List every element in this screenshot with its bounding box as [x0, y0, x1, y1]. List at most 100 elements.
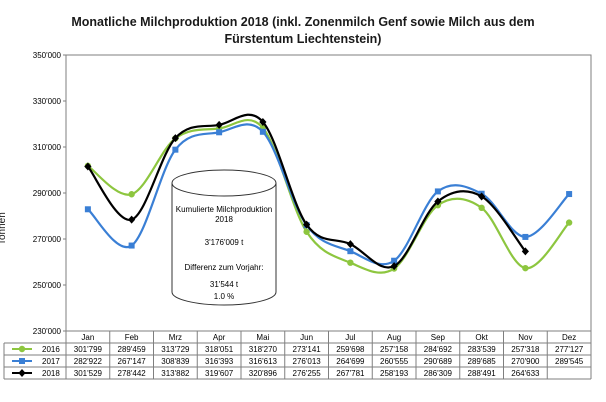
table-cell: 289'545: [555, 357, 584, 366]
data-point-2016: [128, 191, 135, 198]
table-cell: 319'607: [205, 369, 234, 378]
data-point-2017: [347, 248, 354, 255]
annotation-diff-label: Differenz zum Vorjahr:: [185, 263, 264, 272]
x-tick-label: Sep: [431, 333, 446, 342]
y-tick-label: 270'000: [33, 235, 62, 244]
x-tick-label: Okt: [475, 333, 488, 342]
data-point-2018: [390, 262, 398, 271]
series-line-2018: [86, 113, 527, 269]
table-cell: 318'270: [249, 345, 278, 354]
table-cell: 273'141: [293, 345, 322, 354]
data-point-2017: [84, 206, 91, 213]
annotation-total: 3'176'009 t: [205, 238, 244, 247]
table-cell: 257'318: [511, 345, 540, 354]
data-point-2018: [346, 240, 354, 249]
table-cell: 301'799: [74, 345, 103, 354]
data-point-2018: [303, 220, 311, 229]
data-point-2016: [347, 259, 354, 266]
y-tick-label: 250'000: [33, 281, 62, 290]
data-point-2018: [128, 215, 136, 224]
table-cell: 316'613: [249, 357, 278, 366]
table-cell: 259'698: [336, 345, 365, 354]
y-tick-label: 230'000: [33, 327, 62, 336]
x-tick-label: Dez: [562, 333, 576, 342]
annotation-diff-value: 31'544 t: [210, 280, 239, 289]
data-point-2017: [391, 257, 398, 264]
data-point-2016: [565, 219, 573, 226]
data-point-2017: [566, 191, 573, 198]
legend-marker-2017: [19, 358, 25, 364]
data-point-2018: [434, 197, 442, 206]
data-point-2016: [522, 264, 529, 272]
chart-title: Monatliche Milchproduktion 2018 (inkl. Z…: [0, 14, 606, 48]
table-cell: 290'689: [424, 357, 453, 366]
legend-label: 2018: [42, 369, 60, 378]
y-tick-label: 290'000: [33, 189, 62, 198]
table-cell: 284'692: [424, 345, 453, 354]
data-point-2017: [216, 129, 223, 136]
data-point-2017: [128, 242, 135, 249]
table-cell: 289'685: [468, 357, 497, 366]
table-cell: 257'158: [380, 345, 409, 354]
table-cell: 282'922: [74, 357, 103, 366]
table-cell: 308'839: [161, 357, 190, 366]
table-cell: 267'781: [336, 369, 365, 378]
table-cell: 260'555: [380, 357, 409, 366]
annotation-diff-pct: 1.0 %: [214, 292, 234, 301]
x-tick-label: Feb: [125, 333, 139, 342]
table-cell: 277'127: [555, 345, 584, 354]
x-tick-label: Apr: [213, 333, 226, 342]
legend-label: 2017: [42, 357, 60, 366]
table-cell: 320'896: [249, 369, 278, 378]
chart-title-line1: Monatliche Milchproduktion 2018 (inkl. Z…: [71, 15, 535, 29]
annotation-line2: 2018: [215, 215, 233, 224]
table-cell: 267'147: [118, 357, 147, 366]
chart-title-line2: Fürstentum Liechtenstein): [224, 32, 382, 46]
data-point-2017: [522, 233, 529, 240]
legend-label: 2016: [42, 345, 60, 354]
y-tick-label: 310'000: [33, 143, 62, 152]
data-point-2018: [259, 117, 267, 126]
annotation-cylinder: Kumulierte Milchproduktion 2018 3'176'00…: [171, 169, 277, 306]
cylinder-top: [171, 169, 277, 197]
x-tick-label: Jul: [345, 333, 355, 342]
series-line-2016: [87, 119, 570, 274]
data-point-2016: [478, 204, 485, 212]
series-lines: [84, 113, 573, 274]
legend-marker-2016: [18, 345, 26, 353]
series-line-2017: [87, 123, 570, 266]
y-tick-label: 330'000: [33, 97, 62, 106]
table-cell: 278'442: [118, 369, 147, 378]
table-cell: 289'459: [118, 345, 147, 354]
data-point-2017: [172, 146, 179, 153]
annotation-line1: Kumulierte Milchproduktion: [176, 205, 273, 214]
x-tick-label: Aug: [387, 333, 401, 342]
table-cell: 270'900: [511, 357, 540, 366]
table-cell: 264'633: [511, 369, 540, 378]
table-cell: 283'539: [468, 345, 497, 354]
table-cell: 288'491: [468, 369, 497, 378]
data-point-2018: [171, 134, 179, 143]
y-axis-ticks: 350'000 330'000 310'000 290'000 270'000 250'0…: [33, 51, 66, 336]
x-tick-label: Mrz: [169, 333, 182, 342]
data-point-2018: [215, 120, 223, 129]
table-cell: 276'013: [293, 357, 322, 366]
plot-area: [65, 54, 592, 332]
legend-marker-2018: [18, 369, 26, 377]
table-cell: 258'193: [380, 369, 409, 378]
data-point-2017: [259, 128, 266, 135]
table-cell: 318'051: [205, 345, 234, 354]
data-point-2018: [84, 162, 92, 171]
cylinder-body: [171, 183, 277, 306]
table-cell: 313'729: [161, 345, 190, 354]
data-point-2017: [434, 188, 441, 195]
table-cell: 316'393: [205, 357, 234, 366]
table-cell: 301'529: [74, 369, 103, 378]
table-cell: 286'309: [424, 369, 453, 378]
data-point-2016: [303, 228, 310, 235]
table-cell: 313'882: [161, 369, 190, 378]
table-cell: 264'699: [336, 357, 365, 366]
y-tick-label: 350'000: [33, 51, 62, 60]
x-tick-label: Jan: [81, 333, 94, 342]
